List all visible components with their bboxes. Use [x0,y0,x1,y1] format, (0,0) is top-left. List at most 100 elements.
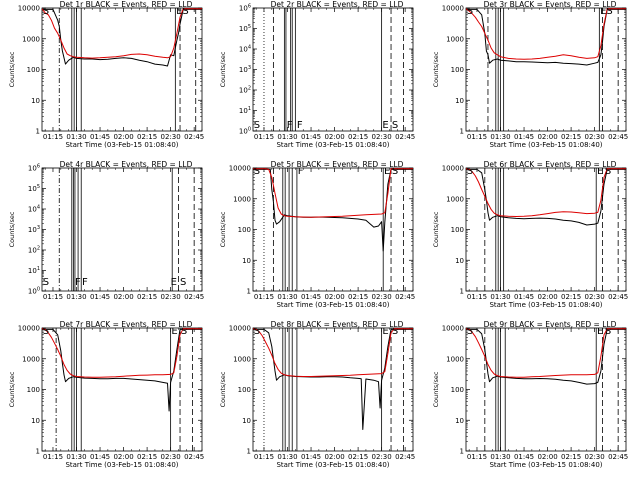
x-tick-label: 01:30 [66,453,86,461]
x-tick-label: 02:30 [161,453,181,461]
panel-title: Det 4r BLACK = Events, RED = LLD [60,160,193,169]
x-tick-label: 02:00 [324,133,344,141]
x-tick-label: 01:15 [254,133,274,141]
x-tick-label: 02:30 [372,133,392,141]
x-tick-label: 02:00 [113,133,133,141]
lld-series-line [253,328,413,377]
detector-panel-5: Det 5r BLACK = Events, RED = LLD 1 10 100 10… [219,160,415,309]
panel-title: Det 5r BLACK = Events, RED = LLD [271,160,404,169]
panel-title: Det 2r BLACK = Events, RED = LLD [271,0,404,9]
x-tick-label: 02:00 [537,293,557,301]
y-axis-label: Counts/sec [432,371,440,407]
x-tick-label: 01:15 [467,293,487,301]
event-letter-label: S [467,166,473,177]
event-letter-label: S [180,277,186,288]
y-tick-label: 102 [28,246,40,255]
y-axis-label: Counts/sec [219,371,227,407]
y-tick-label: 10 [455,417,464,425]
event-letter-label: E [382,326,388,337]
event-letter-label: F [287,120,293,131]
y-tick-label: 100 [451,66,464,74]
x-tick-label: 02:45 [184,133,204,141]
lld-series-line [466,8,626,60]
y-tick-label: 10 [455,97,464,105]
event-letter-label: E [171,277,177,288]
event-letter-label: E [600,6,606,17]
y-tick-label: 104 [239,45,251,54]
y-tick-label: 105 [28,184,40,193]
y-tick-label: 1 [460,448,464,456]
x-tick-label: 02:15 [137,133,157,141]
events-series-line [42,8,202,67]
x-tick-label: 01:15 [254,293,274,301]
x-tick-label: 01:15 [43,293,63,301]
x-tick-label: 02:30 [372,293,392,301]
y-tick-label: 100 [238,226,251,234]
x-tick-label: 01:45 [514,453,534,461]
y-tick-label: 10000 [18,5,40,13]
detector-panel-2: Det 2r BLACK = Events, RED = LLD 100 101 10… [219,0,415,149]
x-tick-label: 02:30 [161,293,181,301]
x-tick-label: 01:15 [467,453,487,461]
x-tick-label: 02:00 [537,453,557,461]
y-tick-label: 103 [28,225,40,234]
event-letter-label: E [597,326,603,337]
events-series-line [466,168,626,226]
y-axis-label: Counts/sec [219,211,227,247]
y-tick-label: 1000 [22,355,40,363]
x-tick-label: 02:00 [113,453,133,461]
y-tick-label: 1 [247,288,251,296]
x-axis-label: Start Time (03-Feb-15 01:08:40) [65,461,178,469]
x-tick-label: 02:30 [372,453,392,461]
x-tick-label: 02:00 [113,293,133,301]
y-tick-label: 10 [242,417,251,425]
x-tick-label: 01:30 [277,453,297,461]
event-letter-label: S [43,6,49,17]
y-axis-label: Counts/sec [432,51,440,87]
x-tick-label: 01:30 [66,133,86,141]
y-tick-label: 100 [451,226,464,234]
event-letter-label: E [176,6,182,17]
panel-title: Det 6r BLACK = Events, RED = LLD [484,160,617,169]
event-letter-label: S [467,6,473,17]
y-tick-label: 1000 [446,355,464,363]
detector-panel-9: Det 9r BLACK = Events, RED = LLD 1 10 100 10… [432,320,628,469]
y-tick-label: 1 [36,128,40,136]
x-tick-label: 02:30 [585,293,605,301]
x-tick-label: 01:30 [66,293,86,301]
x-axis-label: Start Time (03-Feb-15 01:08:40) [276,461,389,469]
y-tick-label: 10 [242,257,251,265]
x-tick-label: 02:45 [395,453,415,461]
x-tick-label: 01:30 [277,293,297,301]
x-tick-label: 02:30 [585,133,605,141]
panel-title: Det 1r BLACK = Events, RED = LLD [60,0,193,9]
y-axis-label: Counts/sec [219,51,227,87]
event-letter-label: F [298,166,304,177]
y-tick-label: 1000 [233,355,251,363]
x-tick-label: 02:30 [585,453,605,461]
y-axis-label: Counts/sec [8,51,16,87]
y-tick-label: 1 [247,448,251,456]
x-tick-label: 02:15 [348,293,368,301]
y-tick-label: 10 [455,257,464,265]
y-tick-label: 100 [451,386,464,394]
x-tick-label: 02:45 [395,293,415,301]
y-tick-label: 100 [239,127,251,136]
event-letter-label: E [597,166,603,177]
y-tick-label: 101 [28,266,40,275]
x-axis-label: Start Time (03-Feb-15 01:08:40) [489,461,602,469]
x-tick-label: 01:30 [490,133,510,141]
x-tick-label: 02:15 [137,293,157,301]
lld-series-line [253,168,413,218]
x-tick-label: 01:45 [90,293,110,301]
y-axis-label: Counts/sec [8,371,16,407]
y-tick-label: 1000 [233,195,251,203]
y-tick-label: 1000 [446,195,464,203]
y-tick-label: 10 [31,97,40,105]
